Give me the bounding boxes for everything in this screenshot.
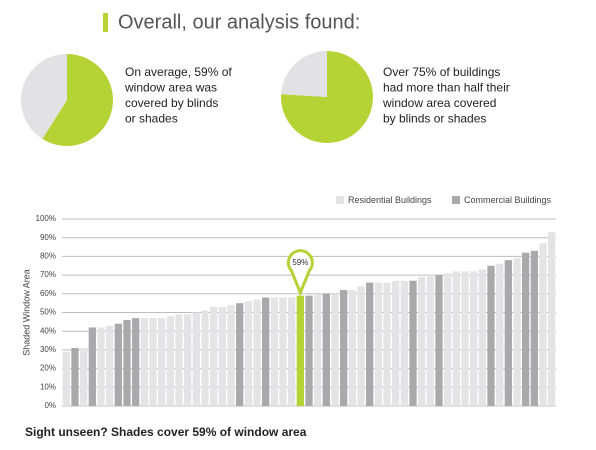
- bar: [496, 263, 504, 406]
- bar: [548, 232, 556, 406]
- bar: [470, 271, 478, 406]
- bar: [530, 250, 538, 406]
- bar: [175, 314, 183, 406]
- description-line: window area was: [124, 81, 217, 95]
- bar: [340, 290, 348, 406]
- bar: [522, 252, 530, 406]
- y-tick-label: 20%: [40, 364, 56, 373]
- bar: [539, 243, 547, 406]
- bar: [270, 297, 278, 406]
- highlighted-bar: [296, 295, 304, 406]
- description-line: had more than half their: [383, 81, 510, 95]
- legend-swatch: [336, 196, 344, 204]
- bar: [513, 258, 521, 406]
- y-tick-label: 90%: [40, 233, 56, 242]
- chart-title: Sight unseen? Shades cover 59% of window…: [25, 425, 307, 439]
- bar: [210, 306, 218, 406]
- bar: [132, 318, 140, 406]
- bar: [452, 271, 460, 406]
- bar: [192, 312, 200, 406]
- bar: [435, 275, 443, 406]
- bar: [88, 327, 96, 406]
- bar: [140, 318, 148, 406]
- bar: [218, 306, 226, 406]
- y-tick-label: 40%: [40, 326, 56, 335]
- pie-slice: [281, 51, 327, 97]
- bar: [357, 286, 365, 406]
- y-tick-label: 0%: [44, 401, 56, 410]
- bar: [97, 327, 105, 406]
- bar: [322, 293, 330, 406]
- bar: [314, 293, 322, 406]
- bar: [400, 280, 408, 406]
- header-accent: [103, 13, 108, 32]
- pie-slice: [42, 54, 114, 147]
- bar: [114, 323, 122, 406]
- legend-label: Residential Buildings: [348, 195, 432, 205]
- bar: [158, 318, 166, 406]
- pie-slice: [21, 54, 67, 139]
- bar: [166, 316, 174, 406]
- bar: [184, 314, 192, 406]
- bar: [305, 295, 313, 406]
- bar: [149, 318, 157, 406]
- description-line: Over 75% of buildings: [383, 65, 500, 79]
- bar: [62, 351, 70, 406]
- y-tick-label: 10%: [40, 382, 56, 391]
- bar: [227, 305, 235, 406]
- y-tick-label: 100%: [36, 214, 56, 223]
- annotation-pin: [286, 249, 314, 297]
- bar: [374, 282, 382, 406]
- bar: [106, 325, 114, 406]
- bar: [418, 276, 426, 406]
- bar: [123, 319, 131, 406]
- annotation-label: 59%: [292, 258, 308, 267]
- y-tick-label: 70%: [40, 270, 56, 279]
- y-tick-label: 30%: [40, 345, 56, 354]
- bar: [288, 297, 296, 406]
- y-tick-label: 60%: [40, 289, 56, 298]
- bar: [80, 348, 88, 406]
- bar: [262, 297, 270, 406]
- bar: [279, 297, 287, 406]
- y-axis-label: Shaded Window Area: [21, 269, 31, 356]
- description-line: or shades: [125, 112, 178, 126]
- bar: [244, 301, 252, 406]
- description-line: On average, 59% of: [125, 65, 232, 79]
- y-tick-label: 50%: [40, 308, 56, 317]
- bar: [366, 282, 374, 406]
- bar: [392, 280, 400, 406]
- description-line: window area covered: [382, 96, 496, 110]
- bar: [504, 260, 512, 406]
- description-line: by blinds or shades: [383, 112, 486, 126]
- bar: [426, 275, 434, 406]
- header-title: Overall, our analysis found:: [118, 11, 360, 33]
- bar: [461, 271, 469, 406]
- bar: [71, 348, 79, 406]
- bar: [383, 282, 391, 406]
- legend-label: Commercial Buildings: [464, 195, 552, 205]
- bar: [487, 265, 495, 406]
- bar: [409, 280, 417, 406]
- bar: [348, 290, 356, 406]
- bar: [444, 273, 452, 406]
- y-tick-label: 80%: [40, 252, 56, 261]
- bar: [201, 310, 209, 406]
- bar: [331, 293, 339, 406]
- bar: [253, 299, 261, 406]
- legend-swatch: [452, 196, 460, 204]
- bar: [478, 269, 486, 406]
- bar: [236, 303, 244, 406]
- description-line: covered by blinds: [125, 96, 218, 110]
